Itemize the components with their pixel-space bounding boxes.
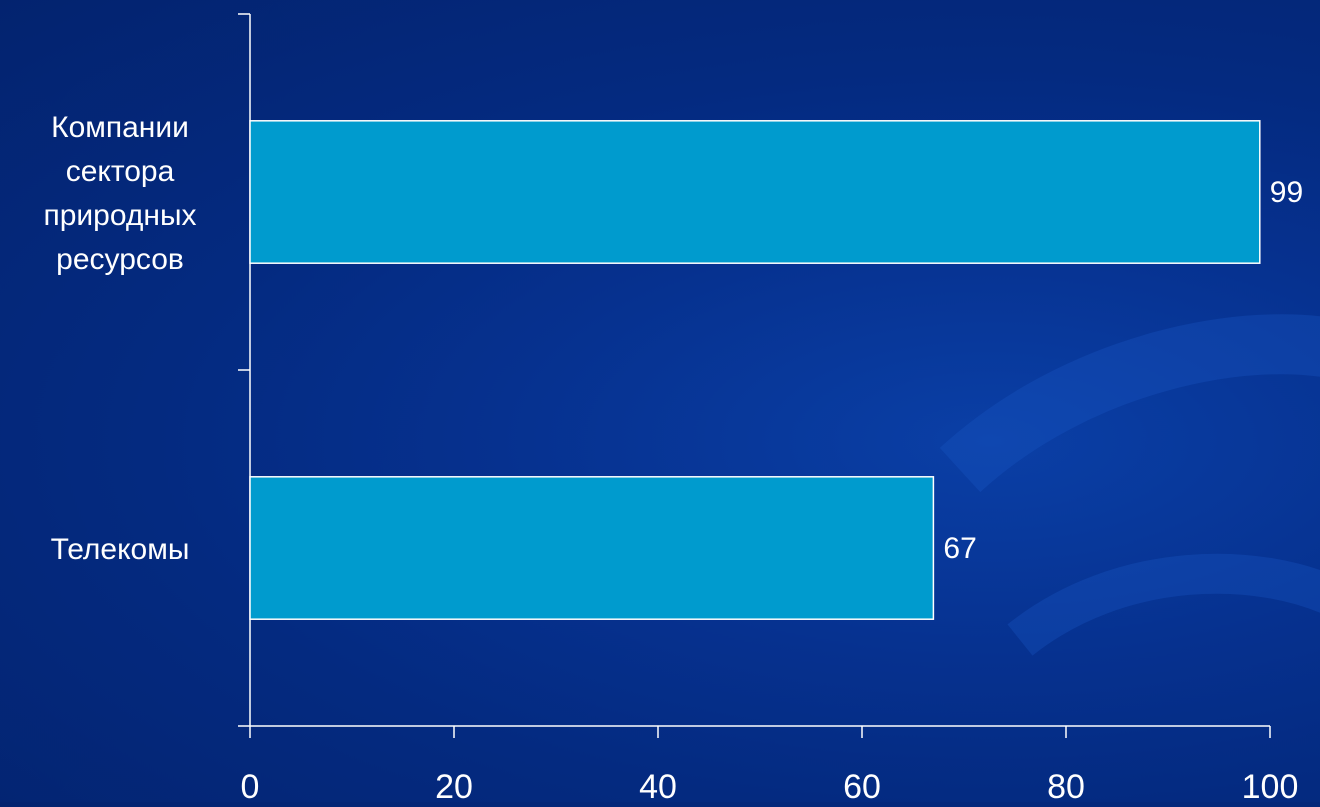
category-label: Компании сектора природных ресурсов bbox=[43, 111, 196, 276]
category-label-line: природных bbox=[43, 199, 196, 232]
data-label: 99 bbox=[1270, 176, 1303, 209]
category-label-line: Телекомы bbox=[51, 533, 190, 566]
data-label: 67 bbox=[943, 532, 976, 565]
x-tick-label: 40 bbox=[639, 768, 677, 802]
bar bbox=[249, 476, 935, 620]
x-tick-label: 0 bbox=[241, 768, 260, 802]
category-label-line: ресурсов bbox=[56, 243, 184, 276]
labels: 0 20 40 60 80 100 99 Компании сектора природных ре… bbox=[43, 111, 1303, 806]
x-tick-label: 60 bbox=[843, 768, 881, 802]
x-tick-label: 20 bbox=[435, 768, 473, 802]
category-label: Телекомы bbox=[51, 533, 190, 566]
x-tick-label: 80 bbox=[1047, 768, 1085, 802]
background-swoosh bbox=[939, 314, 1320, 656]
bar bbox=[249, 120, 1261, 264]
category-label-line: Компании bbox=[51, 111, 189, 144]
bars bbox=[249, 120, 1261, 620]
x-tick-label: 100 bbox=[1242, 768, 1299, 802]
category-label-line: сектора bbox=[66, 155, 175, 188]
